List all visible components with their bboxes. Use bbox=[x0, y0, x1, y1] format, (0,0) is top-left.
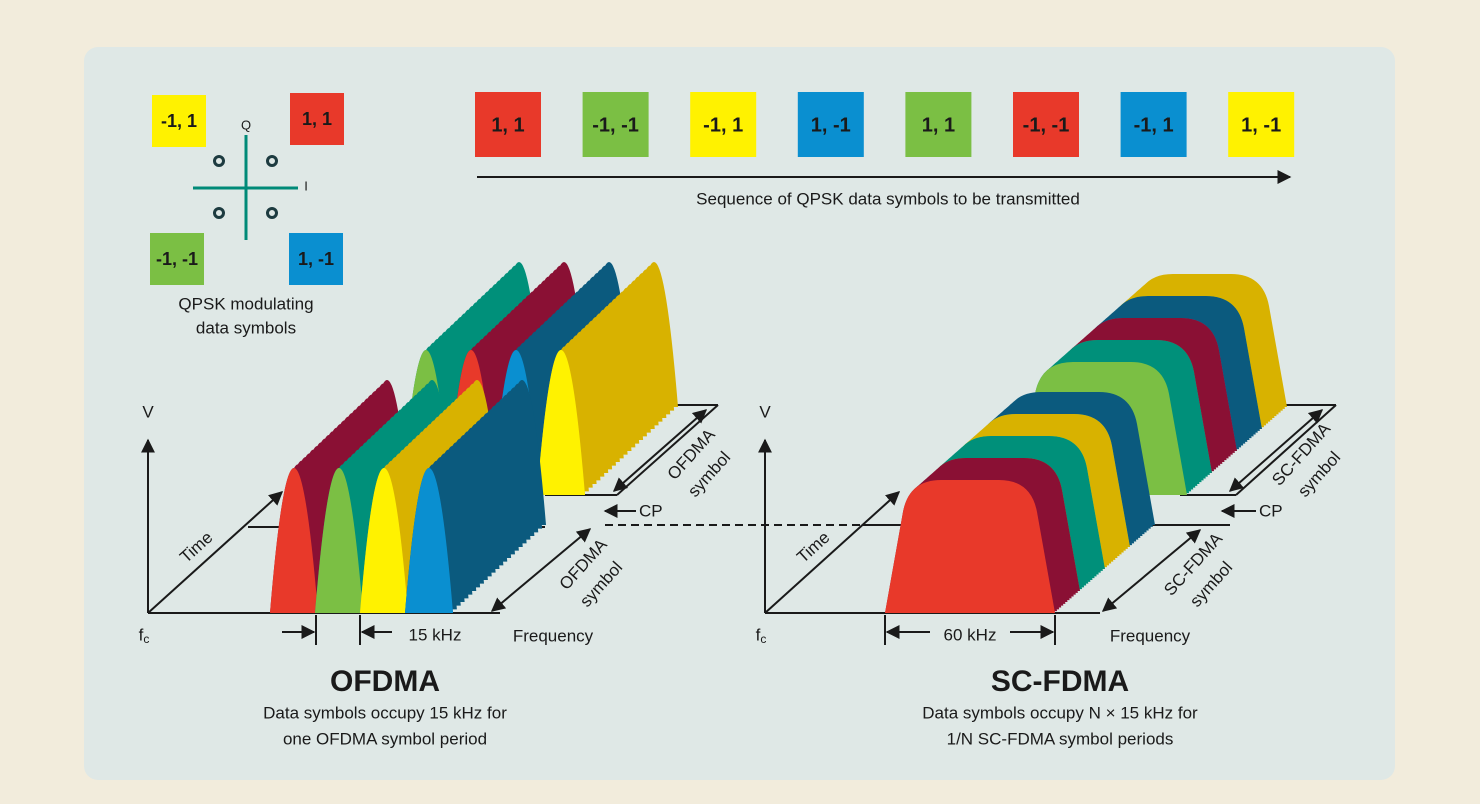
time-axis bbox=[147, 491, 284, 614]
q-axis-label: Q bbox=[241, 117, 251, 132]
qpsk-symbol-box bbox=[289, 233, 343, 285]
sequence-caption: Sequence of QPSK data symbols to be tran… bbox=[696, 189, 1080, 208]
description: 1/N SC-FDMA symbol periods bbox=[947, 729, 1174, 748]
title: SC-FDMA bbox=[991, 665, 1129, 698]
symbol-arrow bbox=[490, 528, 592, 612]
cp-label: CP bbox=[639, 501, 663, 520]
sequence-symbol-label: 1, -1 bbox=[811, 114, 851, 136]
symbol-arrow bbox=[1228, 409, 1324, 492]
origin-subscript: c bbox=[143, 632, 149, 646]
constellation-point bbox=[266, 207, 278, 219]
constellation-point bbox=[266, 155, 278, 167]
cp-label: CP bbox=[1259, 501, 1283, 520]
sequence-symbol-label: 1, -1 bbox=[1241, 114, 1281, 136]
sequence-symbol-box bbox=[475, 92, 541, 157]
frequency-label: Frequency bbox=[513, 626, 594, 645]
ofdma-waveform bbox=[405, 468, 453, 613]
scfdma-block bbox=[885, 480, 1055, 613]
sequence-symbol-box bbox=[1013, 92, 1079, 157]
ofdma-waveform bbox=[315, 468, 363, 613]
sequence-symbol-label: 1, 1 bbox=[922, 114, 955, 136]
constellation-point bbox=[213, 207, 225, 219]
qpsk-symbol-box bbox=[290, 93, 344, 145]
v-axis-label: V bbox=[142, 402, 154, 421]
qpsk-symbol-label: -1, 1 bbox=[161, 111, 197, 131]
qpsk-symbol-label: 1, 1 bbox=[302, 109, 332, 129]
qpsk-caption: data symbols bbox=[196, 318, 296, 337]
constellation-point bbox=[213, 155, 225, 167]
sequence-symbol-label: 1, 1 bbox=[491, 114, 524, 136]
origin-label: fc bbox=[139, 625, 150, 646]
i-axis-label: I bbox=[304, 178, 308, 193]
bandwidth-label: 15 kHz bbox=[409, 625, 462, 644]
origin-subscript: c bbox=[760, 632, 766, 646]
origin-label: fc bbox=[756, 625, 767, 646]
ofdma-waveform bbox=[360, 468, 408, 613]
symbol-arrow bbox=[612, 409, 708, 492]
description: one OFDMA symbol period bbox=[283, 729, 487, 748]
sequence-symbol-label: -1, 1 bbox=[703, 114, 743, 136]
qpsk-symbol-label: -1, -1 bbox=[156, 249, 198, 269]
sequence-symbol-label: -1, -1 bbox=[1023, 114, 1070, 136]
sequence-symbol-label: -1, -1 bbox=[592, 114, 639, 136]
sequence-symbol-box bbox=[582, 92, 649, 157]
frequency-label: Frequency bbox=[1110, 626, 1191, 645]
qpsk-caption: QPSK modulating bbox=[178, 294, 313, 313]
sequence-symbol-box bbox=[797, 92, 864, 157]
sequence-symbol-box bbox=[1120, 92, 1187, 157]
bandwidth-label: 60 kHz bbox=[944, 625, 997, 644]
ofdma-waveform bbox=[537, 350, 585, 495]
qpsk-symbol-box bbox=[150, 233, 204, 285]
time-axis bbox=[764, 491, 901, 614]
description: Data symbols occupy 15 kHz for bbox=[263, 703, 507, 722]
sequence-symbol-label: -1, 1 bbox=[1134, 114, 1174, 136]
ofdma-waveform bbox=[270, 468, 318, 613]
title: OFDMA bbox=[330, 665, 440, 698]
v-axis-label: V bbox=[759, 402, 771, 421]
symbol-arrow bbox=[1101, 529, 1202, 612]
sequence-symbol-box bbox=[905, 92, 972, 157]
qpsk-symbol-box bbox=[152, 95, 206, 147]
qpsk-symbol-label: 1, -1 bbox=[298, 249, 334, 269]
description: Data symbols occupy N × 15 kHz for bbox=[922, 703, 1198, 722]
sequence-symbol-box bbox=[690, 92, 757, 157]
sequence-symbol-box bbox=[1228, 92, 1295, 157]
